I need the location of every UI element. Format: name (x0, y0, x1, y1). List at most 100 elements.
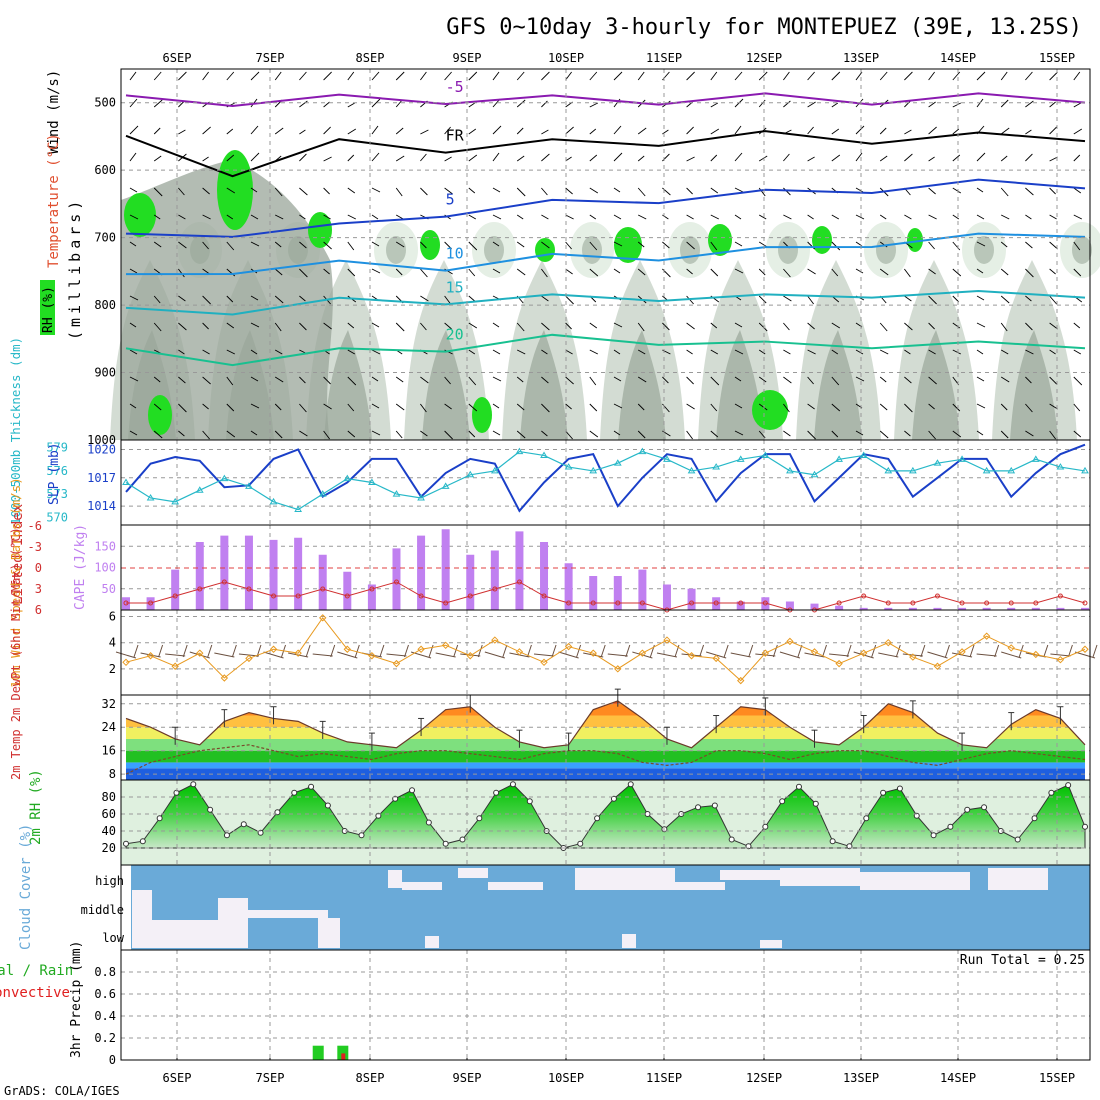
wind-barb-10m (755, 653, 776, 657)
thickness-marker (613, 459, 622, 466)
wind-barb (444, 156, 452, 162)
wind-barb (637, 127, 647, 135)
wind-barb-10m (354, 644, 360, 658)
wind-barb (347, 187, 356, 194)
temperature-axis-label: Temperature (°C) (46, 133, 62, 268)
footer-credit: GrADS: COLA/IGES (4, 1084, 120, 1098)
cape-bar (515, 531, 524, 610)
wind-barb (395, 268, 403, 276)
cape-bar (1031, 607, 1040, 610)
wind-speed-point (614, 665, 622, 673)
wind-barb (1000, 155, 1008, 162)
wind-barb (928, 430, 936, 440)
rh-point (930, 832, 937, 839)
wind-barb (468, 403, 478, 412)
lifted-index-point (639, 600, 645, 606)
thickness-marker (343, 474, 352, 482)
wind-barb (178, 268, 185, 278)
wind-barb (928, 295, 937, 305)
cape-bar (490, 550, 499, 610)
wind-barb (226, 241, 235, 251)
thickness-marker (540, 451, 548, 458)
wind-barb (274, 127, 284, 135)
wind-speed-point (515, 648, 524, 656)
wind-barb (541, 153, 550, 162)
wind-barb (855, 125, 865, 135)
wind-barb-10m (748, 644, 754, 658)
wind-barb (202, 156, 209, 162)
isotherm-5 (125, 178, 1086, 238)
wind-barb (468, 154, 478, 162)
lifted-index-point (1008, 600, 1014, 606)
wind-barb (226, 430, 236, 438)
wind-barb (1049, 322, 1058, 330)
wind-barb (1000, 430, 1009, 439)
wind-barb (565, 430, 573, 440)
cape-bar (613, 576, 622, 610)
wind-barb (178, 349, 185, 355)
lifted-index-point (984, 600, 990, 606)
lifted-index-point (590, 600, 596, 606)
wind-barb (1049, 71, 1058, 81)
lifted-index-point (418, 593, 424, 599)
wind-barb (274, 430, 283, 439)
wind-barb (347, 376, 357, 386)
wind-barb (710, 430, 719, 438)
wind-barb (1000, 403, 1008, 411)
cape-bar (736, 601, 745, 610)
thickness-marker (318, 490, 327, 497)
wind-barb (686, 430, 693, 440)
wind-barb (444, 430, 453, 440)
isotherms: -5 FR 5 10 15 20 (125, 78, 1086, 367)
y-tick-label: 40 (102, 824, 116, 838)
wind-barb (541, 71, 550, 81)
wind-barb (1025, 322, 1033, 331)
wind-speed-point (540, 658, 548, 667)
rh-green-patch (472, 397, 492, 433)
wind-barb (468, 241, 478, 251)
cape-bar (1081, 607, 1089, 610)
wind-barb-10m (453, 644, 459, 658)
rh-green-patch (124, 193, 156, 237)
isotherm--5 (125, 92, 1086, 108)
wind-barb-10m (379, 644, 385, 658)
y-tick-label: 800 (94, 298, 116, 312)
wind-barb (904, 214, 912, 220)
thickness-marker (515, 447, 524, 455)
wind-barb (541, 349, 548, 355)
cloud-gap (248, 910, 328, 918)
wind-barb (129, 403, 137, 409)
wind-barb (1000, 295, 1010, 304)
y-tick-label: 80 (102, 790, 116, 804)
wind-barb (662, 322, 670, 331)
wind-barb (250, 403, 260, 409)
thickness-marker (786, 466, 794, 474)
top-day-label: 9SEP (453, 51, 482, 65)
wind-barb-10m (140, 652, 161, 658)
wind-barb (855, 268, 864, 274)
wind-barb (637, 155, 645, 162)
wind-barb (1049, 187, 1056, 195)
cape-bar (122, 597, 130, 610)
wind-barb (492, 349, 501, 355)
y-tick-label: 150 (94, 539, 116, 553)
wind-barb (710, 322, 718, 329)
wind-barb-10m (846, 644, 852, 658)
lifted-index-point (1082, 600, 1088, 606)
wind-barb (371, 152, 380, 162)
wind-barb (758, 295, 767, 304)
wind-barb (734, 403, 743, 409)
wind-barb (1073, 268, 1082, 277)
wind-barb (395, 155, 405, 162)
wind-barb (420, 71, 427, 81)
wind-barb (855, 152, 863, 162)
wind-barb (734, 268, 744, 274)
wind-barb (807, 214, 814, 220)
cloud-cover-axis-label: Cloud Cover (%) (18, 824, 34, 950)
wind-barb (492, 430, 501, 436)
rh-green-patch (148, 395, 172, 435)
wind-barb-10m (576, 644, 582, 658)
wind-barb (395, 430, 403, 439)
wind-barb-10m (632, 651, 653, 659)
wind-barb (710, 268, 719, 277)
